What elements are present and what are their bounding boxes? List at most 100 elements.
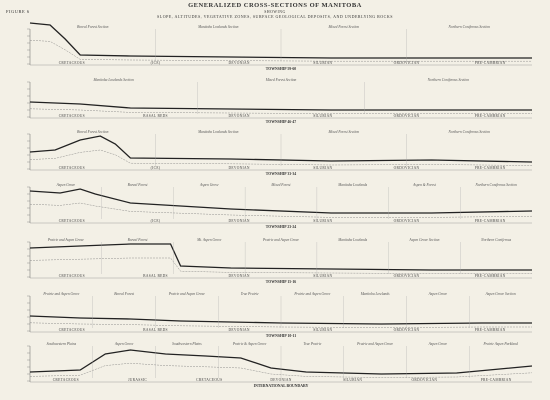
rock-label: CRETACEOUS: [59, 274, 85, 278]
zone-label: Manitoba Lowlands: [337, 238, 367, 242]
rock-label: PRE-CAMBRIAN: [475, 166, 506, 170]
zone-label: Prairie and Aspen Grove: [356, 342, 393, 346]
zone-label: Northern Coniferous Section: [448, 25, 491, 29]
surface-profile: [29, 188, 533, 214]
rock-label: ORDOVICIAN: [394, 274, 420, 278]
zone-label: Aspen Grove Section: [408, 238, 439, 242]
zone-label: Northern Coniferous Section: [474, 183, 517, 187]
sections: Boreal Forest Section Manitoba Lowlands S…: [27, 22, 533, 388]
zone-label: Manitoba Lowlands Section: [197, 130, 239, 134]
rock-label: SILURIAN: [313, 328, 332, 332]
zone-label: Boreal Forest: [128, 238, 149, 242]
zone-label: Boreal Forest Section: [77, 130, 108, 134]
rock-label: ORDOVICIAN: [394, 219, 420, 223]
zone-label: Aspen Grove: [56, 183, 76, 187]
rock-label: SILURIAN: [313, 219, 332, 223]
zone-label: Boreal Forest Section: [77, 25, 108, 29]
section-label: TOWNSHIP 23-24: [266, 225, 297, 229]
rock-label: ORDOVICIAN: [394, 328, 420, 332]
zone-label: Manitoba Lowlands: [360, 292, 390, 296]
zone-label: Mixed Forest: [270, 183, 291, 187]
rock-label: ORDOVICIAN: [412, 378, 438, 382]
rock-label: DEVONIAN: [228, 61, 249, 65]
rock-label: (ICE): [151, 61, 161, 65]
zone-label: Prairie & Aspen Grove: [232, 342, 267, 346]
rock-label: CRETACEOUS: [53, 378, 79, 382]
zone-label: Northern Coniferous Section: [427, 78, 470, 82]
zone-label: Prairie and Aspen Grove: [262, 238, 299, 242]
zone-label: True Prairie: [303, 342, 321, 346]
rock-label: DEVONIAN: [228, 274, 249, 278]
section-label: TOWNSHIP 46-47: [266, 120, 297, 124]
zone-label: Mt. Aspen Grove: [196, 238, 222, 242]
rock-label: CRETACEOUS: [59, 114, 85, 118]
rock-label: PRE-CAMBRIAN: [481, 378, 512, 382]
rock-label: CRETACEOUS: [59, 219, 85, 223]
rock-contact: [29, 322, 532, 328]
zone-label: Southwestern Plains: [172, 342, 202, 346]
rock-label: CRETACEOUS: [196, 378, 222, 382]
title: GENERALIZED CROSS-SECTIONS OF MANITOBA: [188, 2, 362, 9]
section-label: TOWNSHIP 15-16: [266, 280, 297, 284]
surface-profile: [29, 22, 532, 59]
rock-label: PRE-CAMBRIAN: [475, 114, 506, 118]
zone-label: Aspen & Forest: [412, 183, 437, 187]
zone-label: Northern Coniferous: [480, 238, 512, 242]
zone-label: Prairie and Aspen Grove: [293, 292, 330, 296]
zone-label: True Prairie: [241, 292, 259, 296]
rock-label: SILURIAN: [343, 378, 362, 382]
rock-label: PRE-CAMBRIAN: [475, 328, 506, 332]
surface-profile: [29, 101, 532, 111]
rock-label: (ICE): [151, 219, 161, 223]
zone-label: Mixed Forest Section: [265, 78, 297, 82]
rock-label: ORDOVICIAN: [394, 166, 420, 170]
rock-label: ORDOVICIAN: [394, 114, 420, 118]
zone-label: Boreal Forest: [114, 292, 135, 296]
surface-profile: [29, 315, 532, 325]
section-label: TOWNSHIP 59-60: [266, 67, 297, 71]
rock-label: SILURIAN: [313, 166, 332, 170]
rock-label: DEVONIAN: [228, 114, 249, 118]
rock-label: DEVONIAN: [228, 328, 249, 332]
rock-label: (ICE): [151, 166, 161, 170]
zone-label: Aspen Grove: [428, 292, 448, 296]
zone-label: Prairie Aspen Parkland: [482, 342, 517, 346]
rock-label: JURASSIC: [128, 378, 147, 382]
rock-contact: [29, 202, 533, 218]
zone-label: Northern Coniferous Section: [448, 130, 491, 134]
rock-label: BASAL BEDS: [143, 274, 168, 278]
zone-label: Mixed Forest Section: [327, 130, 359, 134]
rock-label: DEVONIAN: [270, 378, 291, 382]
zone-label: Mixed Forest Section: [327, 25, 359, 29]
rock-label: DEVONIAN: [228, 166, 249, 170]
zone-label: Boreal Forest: [128, 183, 149, 187]
rock-label: PRE-CAMBRIAN: [475, 219, 506, 223]
rock-label: ORDOVICIAN: [394, 61, 420, 65]
surface-profile: [29, 349, 533, 375]
rock-contact: [29, 40, 532, 62]
figure-number: FIGURE 6: [6, 9, 30, 14]
rock-label: CRETACEOUS: [59, 166, 85, 170]
zone-label: Prairie and Aspen Grove: [47, 238, 84, 242]
rock-label: SILURIAN: [313, 114, 332, 118]
section-label: INTERNATIONAL BOUNDARY: [254, 384, 309, 388]
zone-label: Manitoba Lowlands: [337, 183, 367, 187]
zone-label: Southwestern Plains: [47, 342, 77, 346]
zone-label: Prairie and Aspen Grove: [168, 292, 205, 296]
rock-contact: [29, 362, 533, 378]
surface-profile: [29, 243, 532, 271]
zone-label: Aspen Grove: [428, 342, 448, 346]
subtitle: SHOWING: [264, 10, 285, 14]
rock-label: PRE-CAMBRIAN: [475, 61, 506, 65]
rock-contact: [29, 149, 533, 166]
rock-label: CRETACEOUS: [59, 61, 85, 65]
rock-label: SILURIAN: [313, 274, 332, 278]
zone-label: Manitoba Lowlands Section: [92, 78, 134, 82]
rock-label: BASAL BEDS: [143, 114, 168, 118]
zone-label: Prairie and Aspen Grove: [42, 292, 79, 296]
zone-label: Aspen Grove Section: [485, 292, 516, 296]
zone-label: Aspen Grove: [114, 342, 134, 346]
zone-label: Aspen Grove: [199, 183, 219, 187]
